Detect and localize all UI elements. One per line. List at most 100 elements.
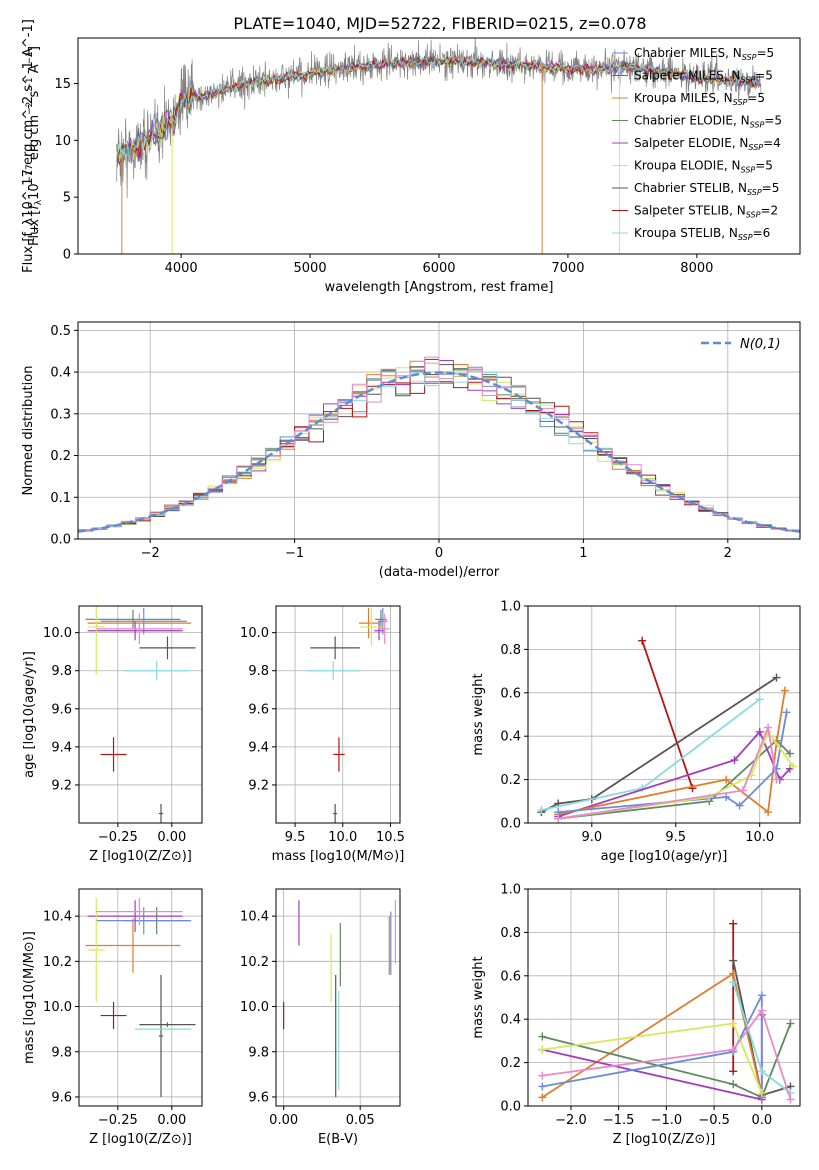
weight-marker	[729, 1019, 738, 1028]
y-tick-label: 10.2	[240, 955, 269, 970]
x-tick-label: −0.5	[698, 1113, 730, 1128]
weight-marker	[538, 1093, 547, 1102]
x-tick-label: 10.5	[376, 830, 405, 845]
weight-marker	[729, 978, 738, 987]
weight-marker	[789, 762, 798, 771]
x-tick-label: 0.0	[751, 1113, 772, 1128]
x-tick-label: 10.0	[328, 830, 357, 845]
y-tick-label: 9.6	[248, 702, 269, 717]
x-axis-label: E(B-V)	[318, 1132, 358, 1147]
y-tick-label: 10.0	[43, 1000, 72, 1015]
y-tick-label: 9.8	[51, 664, 72, 679]
weight-marker	[782, 708, 791, 717]
weight-marker	[738, 786, 747, 795]
y-tick-label: 9.8	[248, 1045, 269, 1060]
y-tick-label: 0.0	[500, 817, 521, 832]
plot-area	[85, 898, 196, 1097]
weight-marker	[729, 919, 738, 928]
weight-marker	[688, 784, 697, 793]
y-tick-label: 0.4	[50, 366, 71, 381]
y-axis-label: Normed distribution	[21, 366, 36, 496]
x-tick-label: 9.5	[665, 830, 686, 845]
plot-area	[283, 900, 397, 1097]
y-tick-label: 10.0	[43, 626, 72, 641]
y-tick-label: 9.8	[51, 1045, 72, 1060]
x-tick-label: 0.00	[157, 830, 186, 845]
x-tick-label: 2	[724, 546, 732, 561]
weight-marker	[757, 1006, 766, 1015]
x-axis-label: mass [log10(M/M⊙)]	[272, 849, 405, 864]
axes-frame	[78, 888, 203, 1107]
y-axis-label: mass weight	[471, 673, 486, 755]
y-tick-label: 0.0	[50, 533, 71, 548]
weight-marker	[757, 1088, 766, 1097]
panel-mass-age: 9.5 10.0 10.5 9.2 9.4 9.6 9.8 10.0 mass [log10(M…	[240, 605, 405, 864]
y-axis-label: Flux [fλ10−17 erg cm−2 s−1 A−1]	[25, 46, 44, 246]
x-tick-label: 9.0	[581, 830, 602, 845]
weight-line	[558, 739, 791, 820]
plot-area	[116, 38, 762, 254]
legend-label: Chabrier MILES, NSSP=5	[634, 46, 774, 62]
panel-spectrum: 4000 5000 6000 7000 8000 0 5 10 15 wavelength [An…	[21, 19, 801, 295]
weight-marker	[764, 723, 773, 732]
weight-marker	[772, 673, 781, 682]
y-tick-label: 0.6	[500, 686, 521, 701]
x-tick-label: 7000	[551, 261, 584, 276]
weight-marker	[786, 1019, 795, 1028]
plot-area	[537, 636, 798, 823]
y-tick-label: 5	[63, 191, 71, 206]
x-axis-label: Z [log10(Z/Z⊙)]	[613, 1132, 716, 1147]
legend-label: Chabrier ELODIE, NSSP=5	[634, 114, 782, 130]
weight-marker	[757, 1067, 766, 1076]
x-tick-label: 10.0	[745, 830, 774, 845]
legend-label: Kroupa STELIB, NSSP=6	[634, 226, 770, 242]
x-tick-label: 9.5	[285, 830, 306, 845]
y-axis-label: mass weight	[471, 956, 486, 1038]
x-tick-label: 4000	[165, 261, 198, 276]
weight-marker	[735, 801, 744, 810]
weight-marker	[730, 756, 739, 765]
weight-marker	[554, 814, 563, 823]
plot-area	[306, 607, 390, 823]
weight-marker	[729, 969, 738, 978]
x-tick-label: −0.25	[98, 1113, 138, 1128]
spectrum-model-line	[116, 54, 761, 168]
weight-marker	[538, 1032, 547, 1041]
weight-marker	[772, 775, 781, 784]
weight-marker	[785, 749, 794, 758]
panel-residuals: −2 −1 0 1 2 0.0 0.1 0.2 0.3 0.4 0.5 (data-model)/er…	[21, 321, 801, 580]
x-axis-label: Z [log10(Z/Z⊙)]	[89, 1132, 192, 1147]
weight-line	[542, 1014, 763, 1101]
weight-marker	[538, 1071, 547, 1080]
x-tick-label: −2.0	[555, 1113, 587, 1128]
y-tick-label: 0.8	[500, 926, 521, 941]
y-tick-label: 0.8	[500, 643, 521, 658]
x-tick-label: −1	[285, 546, 304, 561]
y-tick-label: 9.4	[248, 740, 269, 755]
weight-marker	[538, 1082, 547, 1091]
y-tick-label: 9.8	[248, 664, 269, 679]
y-axis-label: Flux [f_λ10^-17 erg cm^-2 s^-1 A^-1]	[21, 19, 36, 273]
panel-z-weight: −2.0 −1.5 −1.0 −0.5 0.0 0.0 0.2 0.4 0.6 0.8 1.0 Z […	[471, 883, 801, 1147]
y-tick-label: 10.0	[240, 1000, 269, 1015]
figure-title: PLATE=1040, MJD=52722, FIBERID=0215, z=0…	[233, 14, 646, 33]
y-tick-label: 10.0	[240, 626, 269, 641]
y-tick-label: 0.3	[50, 407, 71, 422]
legend-label: Kroupa ELODIE, NSSP=5	[634, 159, 773, 175]
weight-marker	[729, 1080, 738, 1089]
weight-line	[641, 640, 694, 789]
weight-marker	[764, 808, 773, 817]
y-tick-label: 0.2	[50, 449, 71, 464]
y-tick-label: 0.1	[50, 491, 71, 506]
y-tick-label: 0.2	[500, 1056, 521, 1071]
y-tick-label: 10.2	[43, 955, 72, 970]
weight-marker	[722, 792, 731, 801]
y-tick-label: 9.2	[51, 778, 72, 793]
y-tick-label: 0.5	[50, 324, 71, 339]
legend-label: Chabrier STELIB, NSSP=5	[634, 181, 779, 197]
y-axis-label: mass [log10(M/M⊙)]	[22, 931, 37, 1064]
x-tick-label: 6000	[422, 261, 455, 276]
y-tick-label: 9.4	[51, 740, 72, 755]
y-tick-label: 1.0	[500, 883, 521, 898]
x-tick-label: 8000	[680, 261, 713, 276]
